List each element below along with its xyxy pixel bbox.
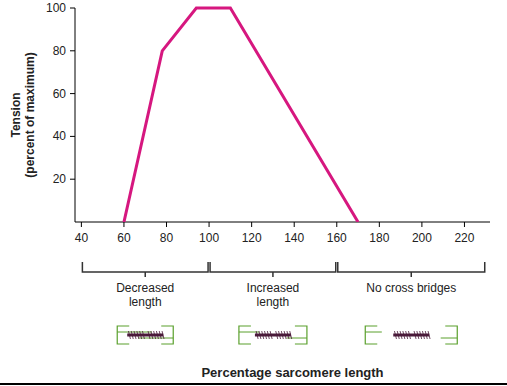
plot-area: [124, 8, 358, 222]
x-tick-label: 220: [454, 231, 474, 245]
tension-line: [124, 8, 358, 222]
myosin-head: [265, 331, 267, 339]
myosin-head: [287, 331, 289, 339]
x-tick-label: 100: [199, 231, 219, 245]
myosin-head: [159, 331, 161, 339]
x-tick-label: 80: [160, 231, 174, 245]
myosin-head: [154, 331, 156, 339]
myosin-head: [422, 331, 424, 339]
thin-filament: [441, 338, 458, 339]
x-tick-label: 200: [412, 231, 432, 245]
myosin-head: [140, 331, 142, 339]
region-label: Decreasedlength: [116, 281, 174, 309]
myosin-head: [156, 331, 158, 339]
myosin-head: [425, 331, 427, 339]
x-tick: [209, 222, 210, 227]
myosin-head: [279, 331, 281, 339]
myosin-head: [281, 331, 283, 339]
x-tick: [123, 222, 124, 227]
y-axis-title: Tension(percent of maximum): [9, 52, 37, 177]
myosin-head: [397, 331, 399, 339]
thin-filament: [365, 332, 382, 333]
x-tick-label: 120: [242, 231, 262, 245]
myosin-head: [284, 331, 286, 339]
x-tick: [294, 222, 295, 227]
region-label-line: Increased: [247, 281, 300, 295]
x-tick: [81, 222, 82, 227]
y-axis-title-line: (percent of maximum): [23, 52, 37, 177]
region-label: No cross bridges: [366, 281, 456, 295]
y-tick-label: 100: [46, 1, 66, 15]
myosin-head: [148, 331, 150, 339]
x-axis-title: Percentage sarcomere length: [201, 365, 383, 380]
myosin-head: [270, 331, 272, 339]
region-bracket: [82, 262, 208, 277]
myosin-head: [256, 331, 258, 339]
sarcomere-icon: [365, 326, 457, 344]
myosin-head: [151, 331, 153, 339]
x-tick: [379, 222, 380, 227]
region-label-line: length: [129, 295, 162, 309]
myosin-head: [414, 331, 416, 339]
x-tick: [166, 222, 167, 227]
x-tick-label: 140: [284, 231, 304, 245]
chart-svg: 40 60 80 100 120 140 160 180 200 220 20 40 60 80 100 Te…: [0, 0, 507, 386]
sarcomere-icon: [239, 326, 307, 344]
myosin-head: [162, 331, 164, 339]
region-bracket: [338, 262, 485, 277]
myosin-head: [131, 331, 133, 339]
x-axis: [75, 222, 490, 223]
myosin-head: [290, 331, 292, 339]
x-tick: [464, 222, 465, 227]
region-label-line: No cross bridges: [366, 281, 456, 295]
z-disc: [117, 326, 173, 344]
myosin-head: [428, 331, 430, 339]
region-bracket: [210, 262, 336, 277]
z-disc: [365, 326, 457, 344]
y-axis-title-line: Tension: [9, 92, 23, 137]
myosin-head: [137, 331, 139, 339]
myosin-head: [400, 331, 402, 339]
z-disc: [239, 326, 307, 344]
y-tick: [70, 179, 75, 180]
myosin-head: [406, 331, 408, 339]
y-axis: [75, 8, 76, 222]
myosin-head: [142, 331, 144, 339]
thin-filament: [287, 338, 307, 339]
chart-container: 40 60 80 100 120 140 160 180 200 220 20 40 60 80 100 Te…: [0, 0, 507, 386]
x-tick-label: 40: [75, 231, 89, 245]
myosin-head: [420, 331, 422, 339]
x-tick: [336, 222, 337, 227]
myosin-head: [259, 331, 261, 339]
myosin-head: [267, 331, 269, 339]
sarcomere-icon: [117, 326, 173, 344]
x-tick: [421, 222, 422, 227]
x-tick-label: 60: [117, 231, 131, 245]
bottom-rule: [0, 383, 507, 385]
region-label-line: length: [257, 295, 290, 309]
myosin-head: [394, 331, 396, 339]
region-label-line: Decreased: [116, 281, 174, 295]
x-tick-label: 160: [327, 231, 347, 245]
myosin-head: [408, 331, 410, 339]
y-tick-label: 80: [53, 44, 67, 58]
myosin-head: [417, 331, 419, 339]
y-tick-label: 60: [53, 87, 67, 101]
y-tick-label: 20: [53, 172, 67, 186]
myosin-head: [403, 331, 405, 339]
myosin-head: [128, 331, 130, 339]
myosin-head: [276, 331, 278, 339]
y-tick: [70, 8, 75, 9]
x-tick-label: 180: [369, 231, 389, 245]
x-tick: [251, 222, 252, 227]
y-tick: [70, 136, 75, 137]
myosin-head: [134, 331, 136, 339]
myosin-head: [262, 331, 264, 339]
y-tick: [70, 93, 75, 94]
y-tick-label: 40: [53, 129, 67, 143]
region-label: Increasedlength: [247, 281, 300, 309]
y-tick: [70, 50, 75, 51]
